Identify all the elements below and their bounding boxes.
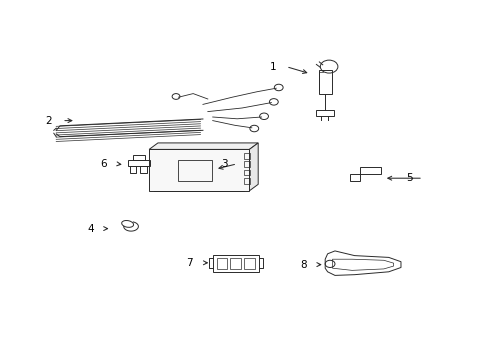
Text: 4: 4 — [87, 224, 94, 234]
Text: 8: 8 — [299, 260, 306, 270]
Text: 2: 2 — [45, 116, 52, 126]
Text: 3: 3 — [220, 159, 227, 169]
Text: 5: 5 — [406, 173, 412, 183]
Polygon shape — [149, 149, 249, 191]
Text: 7: 7 — [186, 258, 193, 268]
Text: 1: 1 — [269, 62, 276, 72]
Text: 6: 6 — [100, 159, 106, 169]
Polygon shape — [149, 143, 258, 149]
Polygon shape — [249, 143, 258, 191]
